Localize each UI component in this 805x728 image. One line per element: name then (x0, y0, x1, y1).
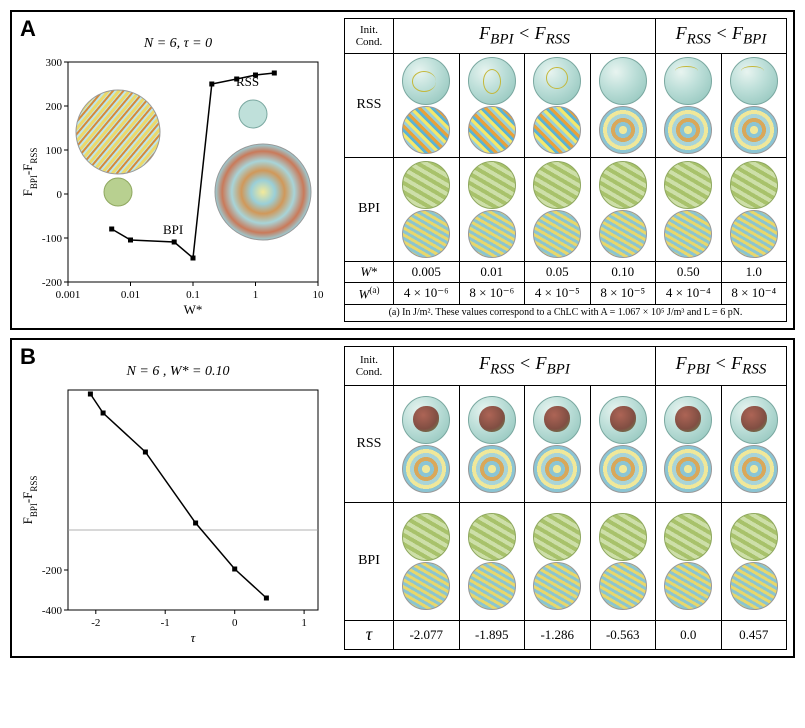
annot-rss: RSS (236, 74, 259, 89)
svg-text:1: 1 (301, 617, 307, 629)
sphere-icon (533, 513, 581, 561)
panel-b: B N = 6 , W* = 0.10 -400 -200 0 200 400 … (10, 338, 795, 658)
sphere-icon (533, 445, 581, 493)
svg-text:0.01: 0.01 (121, 289, 140, 301)
sphere-icon (402, 445, 450, 493)
svg-text:-400: -400 (42, 605, 63, 617)
chart-a-svg: -200 -100 0 100 200 300 0.001 0.01 0.1 1… (18, 52, 338, 322)
sphere-icon (664, 396, 712, 444)
sphere-icon (533, 57, 581, 105)
svg-text:0.1: 0.1 (186, 289, 200, 301)
sphere-icon (664, 210, 712, 258)
sphere-icon (468, 445, 516, 493)
sphere-icon (730, 445, 778, 493)
row-wstar: W* (345, 261, 394, 282)
svg-text:-1: -1 (161, 617, 170, 629)
sphere-icon (468, 210, 516, 258)
sphere-icon (730, 562, 778, 610)
chart-b-title: N = 6 , W* = 0.10 (18, 364, 338, 380)
sphere-icon (402, 562, 450, 610)
panel-a: A N = 6, τ = 0 -200 -100 0 100 200 300 (10, 10, 795, 330)
panel-a-chart-area: N = 6, τ = 0 -200 -100 0 100 200 300 0.0… (18, 18, 338, 322)
svg-text:-200: -200 (42, 277, 63, 289)
sphere-icon (402, 57, 450, 105)
sphere-icon (599, 513, 647, 561)
sphere-icon (402, 210, 450, 258)
chart-a-ylabel: FBPI-FRSS (20, 148, 39, 197)
sphere-icon (599, 396, 647, 444)
sphere-icon (664, 161, 712, 209)
sphere-icon (730, 210, 778, 258)
footnote-a: (a) In J/m². These values correspond to … (345, 304, 787, 321)
sphere-icon (730, 161, 778, 209)
sphere-icon (402, 396, 450, 444)
svg-text:-2: -2 (91, 617, 100, 629)
row-bpi-b: BPI (345, 503, 394, 620)
sphere-icon (468, 161, 516, 209)
hdr-init-cond-b: Init.Cond. (345, 347, 394, 386)
svg-text:-100: -100 (42, 233, 63, 245)
chart-b-xlabel: τ (191, 630, 197, 645)
row-tau: τ (345, 620, 394, 649)
annot-bpi: BPI (163, 222, 183, 237)
row-rss-a: RSS (345, 53, 394, 157)
panel-a-table: Init.Cond. FBPI < FRSS FRSS < FBPI RSS B… (344, 18, 787, 322)
hdr-frss-lt-fbpi: FRSS < FBPI (656, 19, 787, 54)
svg-text:10: 10 (313, 289, 325, 301)
sphere-icon (402, 161, 450, 209)
hdr-frss-lt-fbpi-b: FRSS < FBPI (394, 347, 656, 386)
sphere-icon (468, 562, 516, 610)
sphere-icon (533, 396, 581, 444)
svg-text:200: 200 (46, 101, 63, 113)
sphere-icon (664, 445, 712, 493)
row-bpi-a: BPI (345, 157, 394, 261)
sphere-icon (664, 513, 712, 561)
sphere-icon (533, 161, 581, 209)
sphere-icon (599, 106, 647, 154)
svg-text:0: 0 (232, 617, 238, 629)
sphere-icon (664, 106, 712, 154)
sphere-icon (599, 562, 647, 610)
sphere-icon (730, 396, 778, 444)
sphere-icon (599, 161, 647, 209)
sphere-icon (533, 562, 581, 610)
chart-a-title: N = 6, τ = 0 (18, 36, 338, 52)
sphere-icon (468, 106, 516, 154)
sphere-icon (468, 57, 516, 105)
chart-b-ylabel: FBPI-FRSS (20, 476, 39, 525)
hdr-fpbi-lt-frss: FPBI < FRSS (656, 347, 787, 386)
chart-b-svg: -400 -200 0 200 400 600 -2 -1 0 1 (18, 380, 338, 650)
svg-text:-200 0 200: -200 0 200 400 600 (42, 565, 63, 577)
panel-b-chart-area: N = 6 , W* = 0.10 -400 -200 0 200 400 60… (18, 346, 338, 650)
svg-text:0.001: 0.001 (56, 289, 81, 301)
sphere-icon (664, 562, 712, 610)
sphere-icon (730, 106, 778, 154)
hdr-init-cond: Init.Cond. (345, 19, 394, 54)
sphere-icon (730, 513, 778, 561)
sphere-icon (599, 445, 647, 493)
sphere-icon (664, 57, 712, 105)
sphere-icon (468, 396, 516, 444)
sphere-icon (402, 106, 450, 154)
sphere-icon (402, 513, 450, 561)
sphere-icon (599, 57, 647, 105)
svg-text:300: 300 (46, 57, 63, 69)
row-wa: W(a) (345, 282, 394, 304)
row-rss-b: RSS (345, 386, 394, 503)
sphere-icon (730, 57, 778, 105)
hdr-fbpi-lt-frss: FBPI < FRSS (394, 19, 656, 54)
sphere-icon (533, 210, 581, 258)
sphere-icon (533, 106, 581, 154)
panel-b-table: Init.Cond. FRSS < FBPI FPBI < FRSS RSS B… (344, 346, 787, 650)
chart-a-xlabel: W* (184, 302, 203, 317)
sphere-icon (468, 513, 516, 561)
svg-text:100: 100 (46, 145, 63, 157)
sphere-icon (599, 210, 647, 258)
svg-text:1: 1 (253, 289, 259, 301)
svg-text:0: 0 (57, 189, 63, 201)
